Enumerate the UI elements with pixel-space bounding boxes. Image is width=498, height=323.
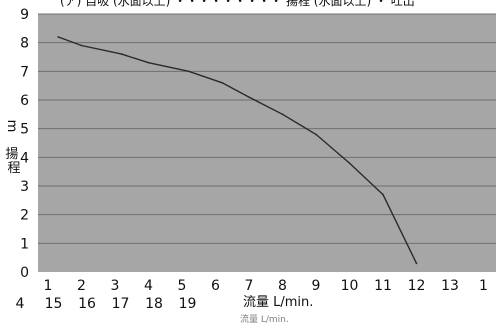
data-point	[415, 262, 418, 265]
gridlines	[38, 13, 496, 244]
x-tick-label: 10	[341, 278, 359, 294]
data-point	[382, 193, 384, 196]
y-tick-label: 4	[20, 150, 29, 166]
y-tick-label: 8	[20, 36, 29, 52]
y-tick-label: 2	[20, 208, 29, 224]
data-point	[187, 70, 190, 73]
data-point	[221, 82, 223, 84]
y-tick-labels: 0 1 2 3 4 5 6 7 8 9	[20, 7, 29, 281]
header-text: (ア) 自吸 (水面以上) ・・・・・・・・・ 揚程 (水面以上) ・ 吐出	[60, 0, 415, 8]
x-tick-label: 7	[245, 278, 254, 294]
x-tick-label: 6	[211, 278, 220, 294]
data-point	[57, 36, 59, 38]
x-tick-label: 4	[144, 278, 153, 294]
series-line	[57, 36, 418, 264]
x-axis-label-echo: 流量 L/min.	[240, 313, 289, 323]
y-axis-unit: m	[4, 120, 19, 133]
x-tick-label-row2: 19	[179, 296, 197, 312]
data-point	[147, 61, 150, 64]
x-tick-labels-row2: 4 15 16 17 18 19	[16, 296, 197, 312]
x-tick-label-row2: 18	[145, 296, 163, 312]
y-tick-label: 3	[20, 179, 29, 195]
data-point	[248, 96, 250, 98]
data-point	[348, 162, 351, 164]
x-tick-label-row2: 16	[78, 296, 96, 312]
x-tick-labels-row1: 1 2 3 4 5 6 7 8 9 10 11 12 13 1	[44, 278, 488, 294]
data-point	[80, 44, 83, 47]
y-tick-label: 1	[20, 236, 29, 252]
x-tick-label: 13	[441, 278, 459, 294]
x-tick-label: 1	[44, 278, 53, 294]
x-tick-label-row2: 17	[112, 296, 130, 312]
y-tick-label: 9	[20, 7, 29, 23]
data-point	[120, 53, 123, 55]
plot-area	[38, 14, 496, 272]
y-tick-label: 7	[20, 64, 29, 80]
x-tick-label-row2: 15	[45, 296, 63, 312]
x-tick-label: 8	[278, 278, 287, 294]
x-axis-label: 流量 L/min.	[243, 295, 313, 310]
y-tick-label: 5	[20, 122, 29, 138]
x-tick-label: 5	[178, 278, 187, 294]
data-point	[281, 113, 284, 116]
x-tick-label: 9	[312, 278, 321, 294]
data-point	[315, 133, 317, 136]
x-tick-label: 2	[77, 278, 86, 294]
y-tick-label: 0	[20, 265, 29, 281]
y-tick-label: 6	[20, 93, 29, 109]
x-tick-label: 11	[374, 278, 392, 294]
x-tick-label: 12	[408, 278, 426, 294]
x-tick-label-row2: 4	[16, 296, 25, 312]
y-axis-label: 揚 程	[5, 146, 22, 176]
series-group	[57, 36, 418, 265]
x-tick-label: 3	[111, 278, 120, 294]
x-tick-label: 1	[479, 278, 488, 294]
